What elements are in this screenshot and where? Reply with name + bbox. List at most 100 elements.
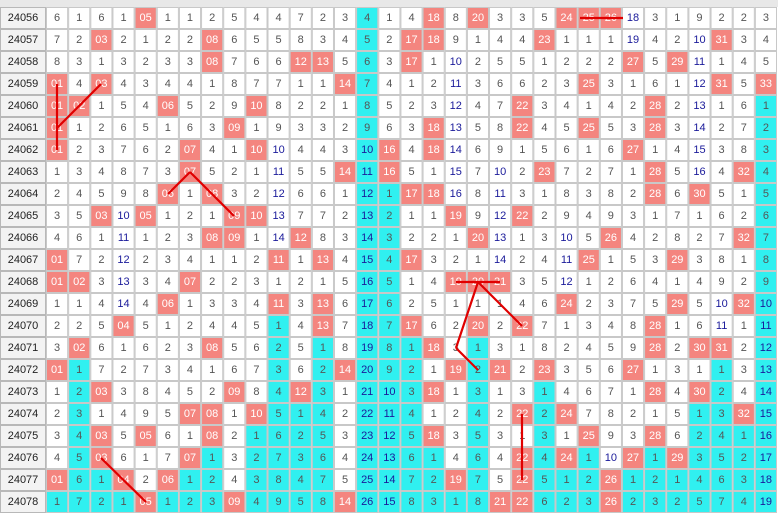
omission-cell: [156, 381, 179, 403]
omission-cell: [267, 337, 290, 359]
trend-line: [455, 347, 479, 371]
omission-cell: [666, 425, 689, 447]
omission-count: 2: [165, 232, 171, 244]
omission-count: 5: [719, 188, 725, 200]
omission-cell: [178, 425, 202, 447]
omission-count: 6: [763, 210, 769, 222]
omission-count: 5: [475, 122, 481, 134]
omission-count: 21: [361, 386, 373, 398]
omission-cell: [201, 271, 224, 293]
hit-number: 19: [450, 474, 462, 486]
omission-cell: [754, 293, 778, 315]
omission-cell: [422, 161, 445, 183]
omission-cell: [333, 293, 357, 315]
omission-cell: [621, 469, 645, 491]
omission-cell: [68, 73, 91, 95]
omission-cell: [178, 95, 202, 117]
omission-count: 4: [276, 12, 282, 24]
omission-count: 17: [361, 298, 373, 310]
omission-cell: [577, 183, 600, 205]
omission-count: 4: [342, 34, 348, 46]
omission-count: 1: [453, 298, 459, 310]
omission-cell: [134, 29, 157, 51]
omission-cell: [710, 7, 733, 29]
omission-cell: [311, 161, 334, 183]
omission-count: 1: [586, 100, 592, 112]
omission-count: 11: [716, 320, 727, 332]
omission-count: 5: [320, 166, 326, 178]
omission-cell: [489, 447, 512, 469]
omission-count: 3: [320, 34, 326, 46]
omission-cell: [400, 7, 423, 29]
omission-count: 1: [98, 474, 104, 486]
omission-cell: [400, 425, 423, 447]
hit-number: 24: [560, 408, 572, 420]
hit-cell: [289, 51, 312, 73]
omission-count: 1: [209, 78, 215, 90]
omission-cell: [599, 139, 622, 161]
omission-count: 2: [541, 78, 547, 90]
omission-count: 3: [563, 364, 569, 376]
omission-count: 11: [760, 320, 771, 332]
omission-count: 6: [98, 342, 104, 354]
omission-cell: [378, 447, 401, 469]
omission-cell: [156, 227, 179, 249]
omission-count: 2: [408, 100, 414, 112]
omission-count: 6: [98, 12, 104, 24]
issue-cell: [0, 469, 46, 491]
omission-cell: [555, 381, 578, 403]
omission-cell: [511, 139, 534, 161]
hit-cell: [599, 469, 622, 491]
hit-number: 10: [250, 100, 262, 112]
omission-count: 4: [586, 342, 592, 354]
omission-cell: [112, 381, 135, 403]
omission-count: 2: [674, 34, 680, 46]
hit-cell: [201, 29, 224, 51]
hit-cell: [466, 7, 490, 29]
omission-count: 13: [450, 122, 462, 134]
hit-number: 31: [715, 34, 727, 46]
omission-count: 8: [541, 342, 547, 354]
omission-count: 4: [298, 320, 304, 332]
omission-cell: [223, 161, 246, 183]
hit-number: 19: [450, 364, 462, 376]
omission-count: 1: [54, 298, 60, 310]
omission-count: 5: [497, 474, 503, 486]
omission-count: 5: [165, 408, 171, 420]
omission-count: 8: [386, 342, 392, 354]
omission-count: 4: [674, 144, 680, 156]
omission-count: 5: [143, 122, 149, 134]
omission-count: 6: [364, 56, 370, 68]
hit-number: 08: [206, 232, 218, 244]
omission-count: 1: [497, 386, 503, 398]
omission-count: 18: [627, 12, 639, 24]
hit-cell: [555, 447, 578, 469]
omission-count: 8: [741, 144, 747, 156]
omission-cell: [577, 447, 600, 469]
omission-count: 14: [760, 386, 772, 398]
hit-cell: [732, 161, 755, 183]
omission-cell: [511, 73, 534, 95]
omission-cell: [68, 359, 91, 381]
omission-count: 3: [98, 276, 104, 288]
hit-number: 06: [162, 474, 174, 486]
omission-cell: [533, 205, 556, 227]
hit-cell: [555, 7, 578, 29]
omission-cell: [156, 117, 179, 139]
omission-count: 7: [276, 452, 282, 464]
omission-cell: [688, 315, 711, 337]
omission-count: 1: [519, 144, 525, 156]
omission-count: 12: [760, 342, 772, 354]
omission-count: 6: [719, 474, 725, 486]
omission-count: 1: [719, 56, 725, 68]
omission-cell: [444, 249, 467, 271]
omission-count: 2: [696, 430, 702, 442]
omission-cell: [245, 7, 268, 29]
omission-cell: [378, 403, 401, 425]
omission-count: 2: [386, 34, 392, 46]
omission-cell: [356, 29, 379, 51]
omission-cell: [289, 29, 312, 51]
omission-cell: [134, 249, 157, 271]
omission-count: 2: [741, 210, 747, 222]
omission-count: 2: [497, 320, 503, 332]
